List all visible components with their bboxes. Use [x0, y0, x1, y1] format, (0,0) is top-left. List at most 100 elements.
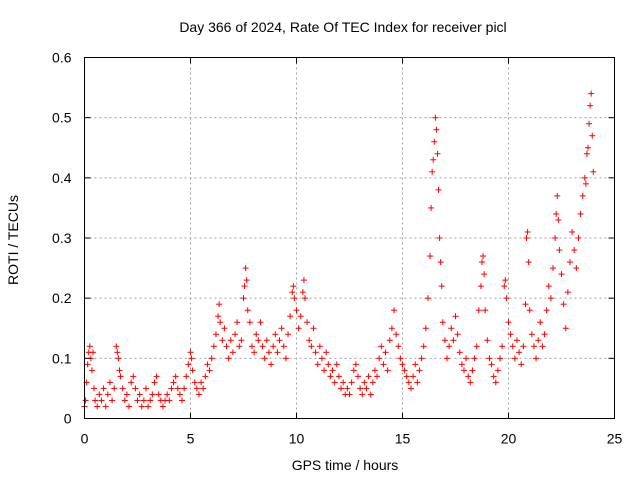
data-point	[243, 277, 250, 284]
x-tick-label: 10	[289, 431, 305, 447]
data-point	[104, 391, 111, 398]
data-point	[361, 379, 368, 386]
data-point	[354, 373, 361, 380]
data-point	[257, 319, 264, 326]
data-point	[202, 373, 209, 380]
data-point	[327, 373, 334, 380]
data-point	[204, 361, 211, 368]
data-point	[505, 319, 512, 326]
data-point	[246, 319, 253, 326]
data-point	[164, 391, 171, 398]
data-point	[106, 379, 113, 386]
data-point	[206, 367, 213, 374]
data-point	[181, 385, 188, 392]
data-point	[494, 367, 501, 374]
data-point	[282, 355, 289, 362]
data-point	[376, 355, 383, 362]
data-point	[308, 343, 315, 350]
data-point	[560, 301, 567, 308]
data-point	[92, 397, 99, 404]
data-point	[503, 295, 510, 302]
data-point	[229, 349, 236, 356]
data-point	[306, 337, 313, 344]
data-point	[98, 397, 105, 404]
data-point	[183, 373, 190, 380]
data-point	[588, 90, 595, 97]
data-point	[378, 343, 385, 350]
data-point	[84, 361, 91, 368]
data-point	[82, 397, 89, 404]
data-point	[185, 361, 192, 368]
data-point	[138, 403, 145, 410]
data-points	[81, 90, 597, 410]
data-point	[304, 319, 311, 326]
data-point	[114, 349, 121, 356]
data-point	[297, 313, 304, 320]
data-point	[525, 259, 532, 266]
data-point	[511, 355, 518, 362]
data-point	[176, 391, 183, 398]
y-tick-label: 0.1	[52, 350, 72, 366]
data-point	[232, 331, 239, 338]
data-point	[223, 343, 230, 350]
data-point	[225, 355, 232, 362]
data-point	[365, 373, 372, 380]
data-point	[270, 343, 277, 350]
data-point	[371, 367, 378, 374]
data-point	[142, 385, 149, 392]
data-point	[484, 337, 491, 344]
data-point	[463, 355, 470, 362]
y-tick-label: 0.3	[52, 230, 72, 246]
data-point	[295, 325, 302, 332]
data-point	[238, 337, 245, 344]
data-point	[291, 295, 298, 302]
data-point	[155, 391, 162, 398]
data-point	[434, 150, 441, 157]
y-tick-label: 0.4	[52, 170, 72, 186]
data-point	[403, 373, 410, 380]
data-point	[261, 355, 268, 362]
data-point	[89, 349, 96, 356]
data-point	[583, 150, 590, 157]
data-point	[219, 337, 226, 344]
data-point	[128, 379, 135, 386]
data-point	[522, 301, 529, 308]
data-point	[187, 349, 194, 356]
data-point	[433, 126, 440, 133]
data-point	[100, 385, 107, 392]
data-point	[96, 391, 103, 398]
data-point	[215, 313, 222, 320]
data-point	[119, 385, 126, 392]
data-point	[562, 325, 569, 332]
data-point	[465, 373, 472, 380]
data-point	[357, 385, 364, 392]
data-point	[208, 355, 215, 362]
data-point	[212, 331, 219, 338]
data-point	[530, 343, 537, 350]
data-point	[492, 379, 499, 386]
data-point	[424, 295, 431, 302]
data-point	[488, 361, 495, 368]
data-point	[479, 259, 485, 266]
data-point	[429, 168, 436, 175]
data-point	[272, 331, 279, 338]
data-point	[300, 277, 307, 284]
data-point	[274, 349, 281, 356]
data-point	[590, 168, 597, 175]
data-point	[174, 385, 181, 392]
data-point	[458, 361, 465, 368]
x-tick-label: 5	[187, 431, 195, 447]
data-point	[435, 186, 442, 193]
data-point	[407, 385, 414, 392]
data-point	[564, 289, 571, 296]
data-point	[556, 247, 563, 254]
data-point	[94, 403, 101, 410]
data-point	[374, 373, 381, 380]
y-tick-label: 0	[64, 411, 72, 427]
data-point	[575, 235, 582, 241]
data-point	[545, 283, 552, 290]
data-point	[382, 349, 389, 356]
data-point	[350, 367, 357, 374]
grid-lines	[84, 57, 615, 419]
data-point	[405, 379, 412, 386]
